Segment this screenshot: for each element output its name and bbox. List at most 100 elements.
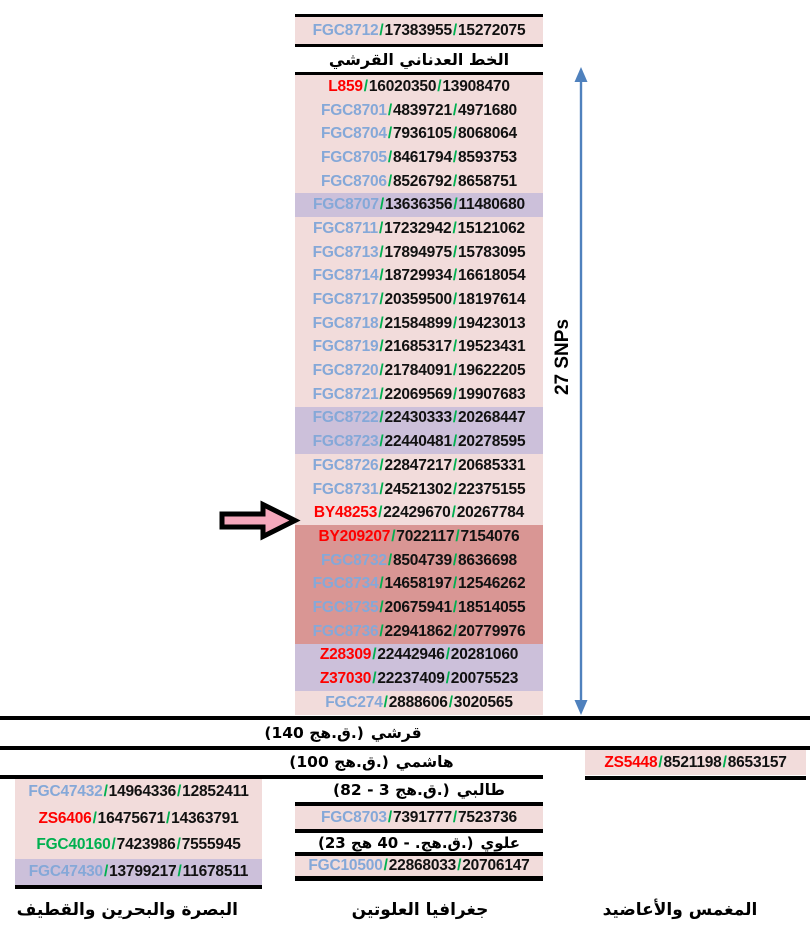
slash-separator: /: [448, 693, 453, 711]
slash-separator: /: [452, 21, 458, 39]
slash-separator: /: [372, 670, 377, 688]
snp-position-1: 22237409: [377, 670, 445, 688]
snp-name: FGC8718: [312, 314, 379, 332]
snp-position-2: 19907683: [458, 385, 526, 403]
snp-position-2: 22375155: [458, 480, 526, 498]
snp-position-1: 22430333: [384, 409, 453, 427]
slash-separator: /: [379, 433, 384, 451]
snp-position-1: 22069569: [384, 385, 453, 403]
snp-position-1: 7423986: [116, 836, 176, 854]
snp-name: FGC8734: [312, 575, 379, 593]
divider-line: [295, 72, 543, 75]
slash-separator: /: [111, 836, 116, 854]
snp-position-2: 11480680: [458, 196, 525, 214]
divider-line: [295, 876, 543, 881]
slash-separator: /: [722, 753, 727, 771]
slash-separator: /: [387, 808, 392, 826]
slash-separator: /: [379, 622, 384, 640]
snp-position-2: 15121062: [457, 219, 526, 237]
snp-row-FGC8703: FGC8703/7391777/7523736: [295, 806, 543, 829]
alawi-title: علوي: [480, 833, 521, 852]
snp-name: FGC8711: [313, 219, 378, 237]
snp-row-FGC8712: FGC8712/17383955/15272075: [295, 17, 543, 44]
snp-row-BY209207: BY209207/7022117/7154076: [295, 525, 543, 549]
slash-separator: /: [103, 862, 109, 880]
snp-position-1: 22429670: [383, 504, 451, 522]
snp-name: FGC8705: [321, 148, 387, 166]
qurashi-period-header: (140 ق.هج.) قرشي: [120, 720, 566, 745]
snp-position-2: 20075523: [450, 670, 519, 688]
snp-row-FGC274: FGC274/2888606/3020565: [295, 690, 543, 715]
snp-row-ZS5448: ZS5448/8521198/8653157: [585, 750, 806, 775]
snp-row-ZS6406: ZS6406/16475671/14363791: [15, 805, 262, 832]
slash-separator: /: [452, 385, 458, 403]
snp-name: FGC8722: [312, 409, 379, 427]
divider-line: [295, 802, 543, 806]
snp-position-2: 7523736: [458, 808, 517, 826]
snp-name: FGC47430: [28, 862, 103, 880]
snp-name: FGC8723: [312, 433, 379, 451]
slash-separator: /: [445, 670, 450, 688]
snp-position-1: 17383955: [384, 21, 453, 39]
snp-name: FGC8713: [312, 243, 379, 261]
snp-position-1: 7936105: [392, 125, 452, 143]
snp-rows-container: L859/16020350/13908470 FGC8701/4839721/49…: [295, 75, 543, 715]
snp-name: FGC8707: [313, 196, 379, 214]
snp-position-1: 8526792: [392, 172, 452, 190]
slash-separator: /: [452, 219, 457, 237]
slash-separator: /: [387, 101, 392, 119]
divider-line: [0, 746, 810, 750]
main-snp-column: FGC8712/17383955/15272075 الخط العدناني …: [295, 14, 543, 715]
slash-separator: /: [387, 172, 392, 190]
slash-separator: /: [452, 480, 458, 498]
snp-position-1: 22847217: [384, 456, 453, 474]
divider-line: [585, 776, 806, 780]
snp-position-1: 24521302: [384, 480, 453, 498]
snp-position-1: 14964336: [108, 783, 177, 801]
snp-name: FGC8701: [321, 101, 387, 119]
snp-position-1: 8461794: [392, 148, 452, 166]
snp-row-FGC8719: FGC8719/21685317/19523431: [295, 335, 543, 360]
slash-separator: /: [658, 753, 663, 771]
talibi-dates: (82 - 3 ق.هج.): [333, 780, 450, 799]
snp-name: FGC8726: [312, 456, 379, 474]
snp-position-1: 22868033: [388, 857, 457, 874]
slash-separator: /: [452, 808, 458, 826]
snp-position-2: 7555945: [181, 836, 241, 854]
region-label-maghmas-aadid: المغمس والأعاضيد: [602, 900, 758, 920]
snp-count-label: 27 SNPs: [552, 318, 573, 396]
snp-name: L859: [328, 77, 363, 95]
snp-position-2: 7154076: [460, 527, 520, 545]
snp-position-2: 12546262: [458, 575, 526, 593]
snp-row-FGC8707: FGC8707/13636356/11480680: [295, 193, 543, 218]
slash-separator: /: [457, 857, 462, 874]
slash-separator: /: [452, 575, 458, 593]
snp-row-FGC8705: FGC8705/8461794/8593753: [295, 146, 543, 170]
slash-separator: /: [445, 646, 450, 664]
snp-name: FGC8703: [321, 808, 387, 826]
slash-separator: /: [103, 783, 108, 801]
snp-position-2: 20706147: [462, 857, 530, 874]
pointer-arrow-icon: [219, 500, 301, 541]
snp-position-1: 17232942: [384, 219, 452, 237]
snp-name: FGC8720: [312, 362, 379, 380]
slash-separator: /: [452, 622, 458, 640]
snp-position-2: 20268447: [458, 409, 526, 427]
snp-name: FGC8704: [321, 125, 387, 143]
snp-position-2: 8658751: [458, 172, 517, 190]
slash-separator: /: [437, 77, 442, 95]
slash-separator: /: [92, 809, 97, 827]
slash-separator: /: [378, 219, 384, 237]
snp-position-2: 4971680: [458, 101, 517, 119]
slash-separator: /: [379, 267, 384, 285]
snp-row-FGC8723: FGC8723/22440481/20278595: [295, 430, 543, 454]
snp-position-2: 8653157: [727, 753, 787, 771]
slash-separator: /: [452, 125, 458, 143]
snp-position-1: 4839721: [392, 101, 452, 119]
snp-position-2: 20278595: [458, 433, 526, 451]
snp-name: FGC8706: [321, 172, 387, 190]
snp-position-2: 8068064: [458, 125, 517, 143]
slash-separator: /: [379, 385, 384, 403]
snp-position-1: 20359500: [384, 291, 453, 309]
slash-separator: /: [452, 148, 458, 166]
